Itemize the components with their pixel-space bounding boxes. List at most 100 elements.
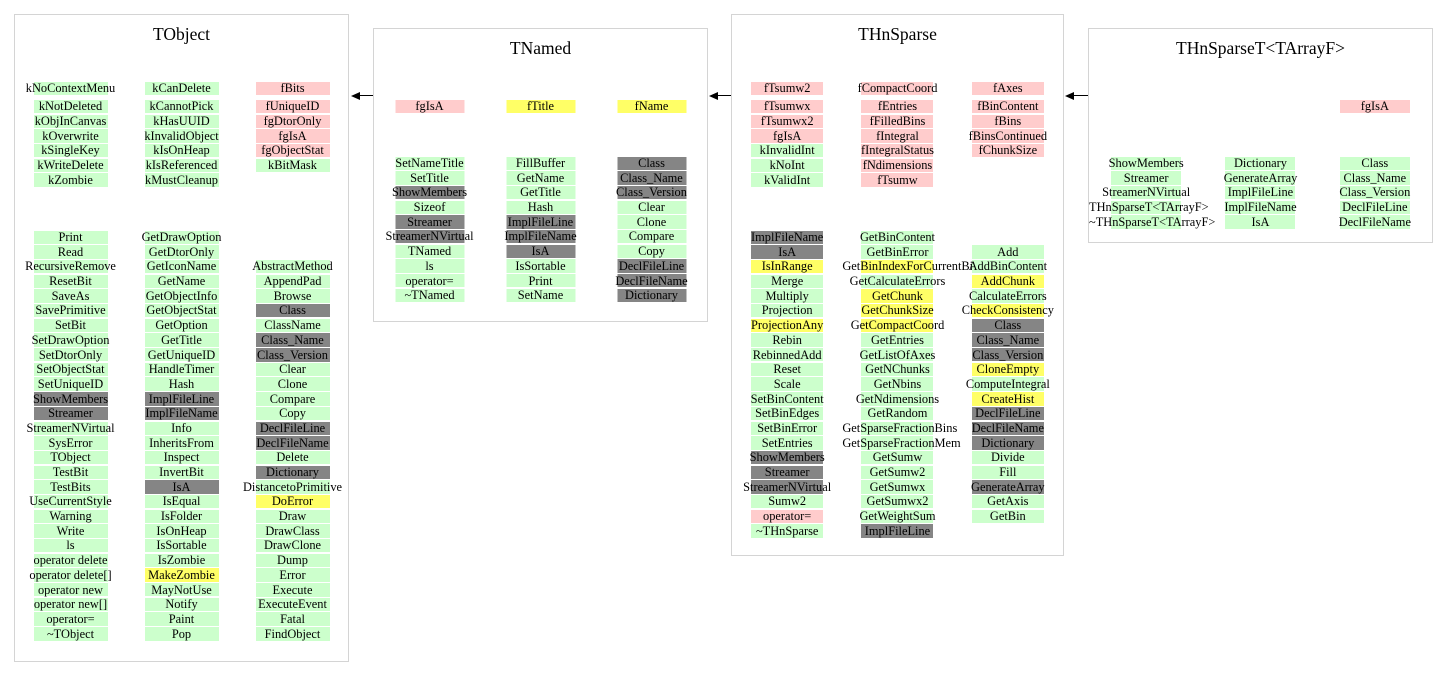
methods-cell[interactable]: SetBinContent bbox=[732, 392, 842, 407]
methods-cell[interactable]: Clear bbox=[596, 200, 707, 215]
methods-cell[interactable]: SetUniqueID bbox=[15, 377, 126, 392]
members-cell[interactable]: fIntegral bbox=[842, 129, 952, 144]
methods-cell[interactable]: operator delete bbox=[15, 553, 126, 568]
methods-cell[interactable]: IsA bbox=[485, 244, 596, 259]
methods-cell[interactable]: IsInRange bbox=[732, 259, 842, 274]
methods-cell[interactable]: DeclFileLine bbox=[1318, 200, 1432, 215]
methods-cell[interactable]: Pop bbox=[126, 627, 237, 642]
methods-cell[interactable]: Class bbox=[596, 156, 707, 171]
members-cell[interactable]: fgIsA bbox=[374, 99, 485, 114]
members-cell[interactable]: fName bbox=[596, 99, 707, 114]
methods-cell[interactable]: GetObjectInfo bbox=[126, 289, 237, 304]
methods-cell[interactable]: Class_Version bbox=[237, 348, 348, 363]
methods-cell[interactable]: Dump bbox=[237, 553, 348, 568]
methods-cell[interactable]: IsEqual bbox=[126, 494, 237, 509]
methods-cell[interactable]: Hash bbox=[126, 377, 237, 392]
methods-cell[interactable]: ClassName bbox=[237, 318, 348, 333]
methods-cell[interactable]: Merge bbox=[732, 274, 842, 289]
methods-cell[interactable]: SysError bbox=[15, 436, 126, 451]
members-cell[interactable]: kWriteDelete bbox=[15, 158, 126, 173]
members-cell[interactable]: fCompactCoord bbox=[842, 81, 952, 96]
methods-cell[interactable]: Reset bbox=[732, 362, 842, 377]
methods-cell[interactable]: TestBits bbox=[15, 480, 126, 495]
methods-cell[interactable]: ImplFileLine bbox=[842, 524, 952, 539]
methods-cell[interactable]: Rebin bbox=[732, 333, 842, 348]
methods-cell[interactable]: Dictionary bbox=[237, 465, 348, 480]
methods-cell[interactable]: Class_Name bbox=[596, 171, 707, 186]
methods-cell[interactable]: TNamed bbox=[374, 244, 485, 259]
methods-cell[interactable]: GetEntries bbox=[842, 333, 952, 348]
methods-cell[interactable]: GetNChunks bbox=[842, 362, 952, 377]
methods-cell[interactable]: Hash bbox=[485, 200, 596, 215]
methods-cell[interactable]: Class_Version bbox=[1318, 185, 1432, 200]
methods-cell[interactable]: FindObject bbox=[237, 627, 348, 642]
methods-cell[interactable]: Projection bbox=[732, 303, 842, 318]
methods-cell[interactable]: RecursiveRemove bbox=[15, 259, 126, 274]
class-title[interactable]: THnSparseT<TArrayF> bbox=[1176, 38, 1345, 58]
methods-cell[interactable]: RebinnedAdd bbox=[732, 348, 842, 363]
methods-cell[interactable]: Class_Version bbox=[953, 348, 1063, 363]
methods-cell[interactable]: HandleTimer bbox=[126, 362, 237, 377]
methods-cell[interactable]: Divide bbox=[953, 450, 1063, 465]
methods-cell[interactable]: SetName bbox=[485, 288, 596, 303]
members-cell[interactable]: fBins bbox=[953, 114, 1063, 129]
methods-cell[interactable]: SetNameTitle bbox=[374, 156, 485, 171]
methods-cell[interactable]: THnSparseT<TArrayF> bbox=[1089, 200, 1209, 215]
class-title[interactable]: TObject bbox=[152, 24, 211, 44]
methods-cell[interactable]: DeclFileName bbox=[1318, 215, 1432, 230]
methods-cell[interactable]: ShowMembers bbox=[1089, 156, 1203, 171]
methods-cell[interactable]: ImplFileLine bbox=[1203, 185, 1317, 200]
methods-cell[interactable]: CreateHist bbox=[953, 392, 1063, 407]
methods-cell[interactable]: TObject bbox=[15, 450, 126, 465]
methods-cell[interactable]: GetNbins bbox=[842, 377, 952, 392]
methods-cell[interactable]: Clone bbox=[596, 215, 707, 230]
methods-cell[interactable]: Execute bbox=[237, 583, 348, 598]
methods-cell[interactable]: Class_Name bbox=[237, 333, 348, 348]
methods-cell[interactable]: GetTitle bbox=[485, 185, 596, 200]
members-cell[interactable]: fTsumwx bbox=[732, 99, 842, 114]
methods-cell[interactable]: Copy bbox=[237, 406, 348, 421]
methods-cell[interactable]: DrawClass bbox=[237, 524, 348, 539]
members-cell[interactable]: fUniqueID bbox=[237, 99, 348, 114]
methods-cell[interactable]: ImplFileLine bbox=[126, 392, 237, 407]
members-cell[interactable]: fEntries bbox=[842, 99, 952, 114]
methods-cell[interactable]: Compare bbox=[237, 392, 348, 407]
methods-cell[interactable]: AddChunk bbox=[953, 274, 1063, 289]
members-cell[interactable]: kNotDeleted bbox=[15, 99, 126, 114]
methods-cell[interactable]: Class_Name bbox=[953, 333, 1063, 348]
members-cell[interactable]: fgObjectStat bbox=[237, 143, 348, 158]
methods-cell[interactable]: IsA bbox=[1203, 215, 1317, 230]
members-cell[interactable]: fBinsContinued bbox=[953, 129, 1063, 144]
methods-cell[interactable]: IsOnHeap bbox=[126, 524, 237, 539]
methods-cell[interactable]: ~THnSparseT<TArrayF> bbox=[1089, 215, 1215, 230]
methods-cell[interactable]: ShowMembers bbox=[732, 450, 842, 465]
methods-cell[interactable]: Notify bbox=[126, 597, 237, 612]
methods-cell[interactable]: GetSparseFractionMem bbox=[842, 436, 960, 451]
methods-cell[interactable]: SetDrawOption bbox=[15, 333, 126, 348]
members-cell[interactable]: fAxes bbox=[953, 81, 1063, 96]
methods-cell[interactable]: FillBuffer bbox=[485, 156, 596, 171]
members-cell[interactable]: kIsReferenced bbox=[126, 158, 237, 173]
methods-cell[interactable]: GetListOfAxes bbox=[842, 348, 952, 363]
members-cell[interactable]: kSingleKey bbox=[15, 143, 126, 158]
methods-cell[interactable]: Inspect bbox=[126, 450, 237, 465]
methods-cell[interactable]: GetWeightSum bbox=[842, 509, 952, 524]
methods-cell[interactable]: Streamer bbox=[374, 215, 485, 230]
methods-cell[interactable]: Fatal bbox=[237, 612, 348, 627]
methods-cell[interactable]: GetRandom bbox=[842, 406, 952, 421]
methods-cell[interactable]: GetSumwx2 bbox=[842, 494, 952, 509]
members-cell[interactable]: fgIsA bbox=[1318, 99, 1432, 114]
methods-cell[interactable]: Info bbox=[126, 421, 237, 436]
methods-cell[interactable]: Class bbox=[953, 318, 1063, 333]
members-cell[interactable]: kCanDelete bbox=[126, 81, 237, 96]
members-cell[interactable]: fTsumwx2 bbox=[732, 114, 842, 129]
methods-cell[interactable]: SetObjectStat bbox=[15, 362, 126, 377]
methods-cell[interactable]: Print bbox=[15, 230, 126, 245]
methods-cell[interactable]: GetUniqueID bbox=[126, 348, 237, 363]
methods-cell[interactable]: StreamerNVirtual bbox=[1089, 185, 1203, 200]
methods-cell[interactable]: Compare bbox=[596, 229, 707, 244]
members-cell[interactable]: kInvalidObject bbox=[126, 129, 237, 144]
methods-cell[interactable]: operator= bbox=[15, 612, 126, 627]
members-cell[interactable]: kBitMask bbox=[237, 158, 348, 173]
methods-cell[interactable]: GetSparseFractionBins bbox=[842, 421, 957, 436]
